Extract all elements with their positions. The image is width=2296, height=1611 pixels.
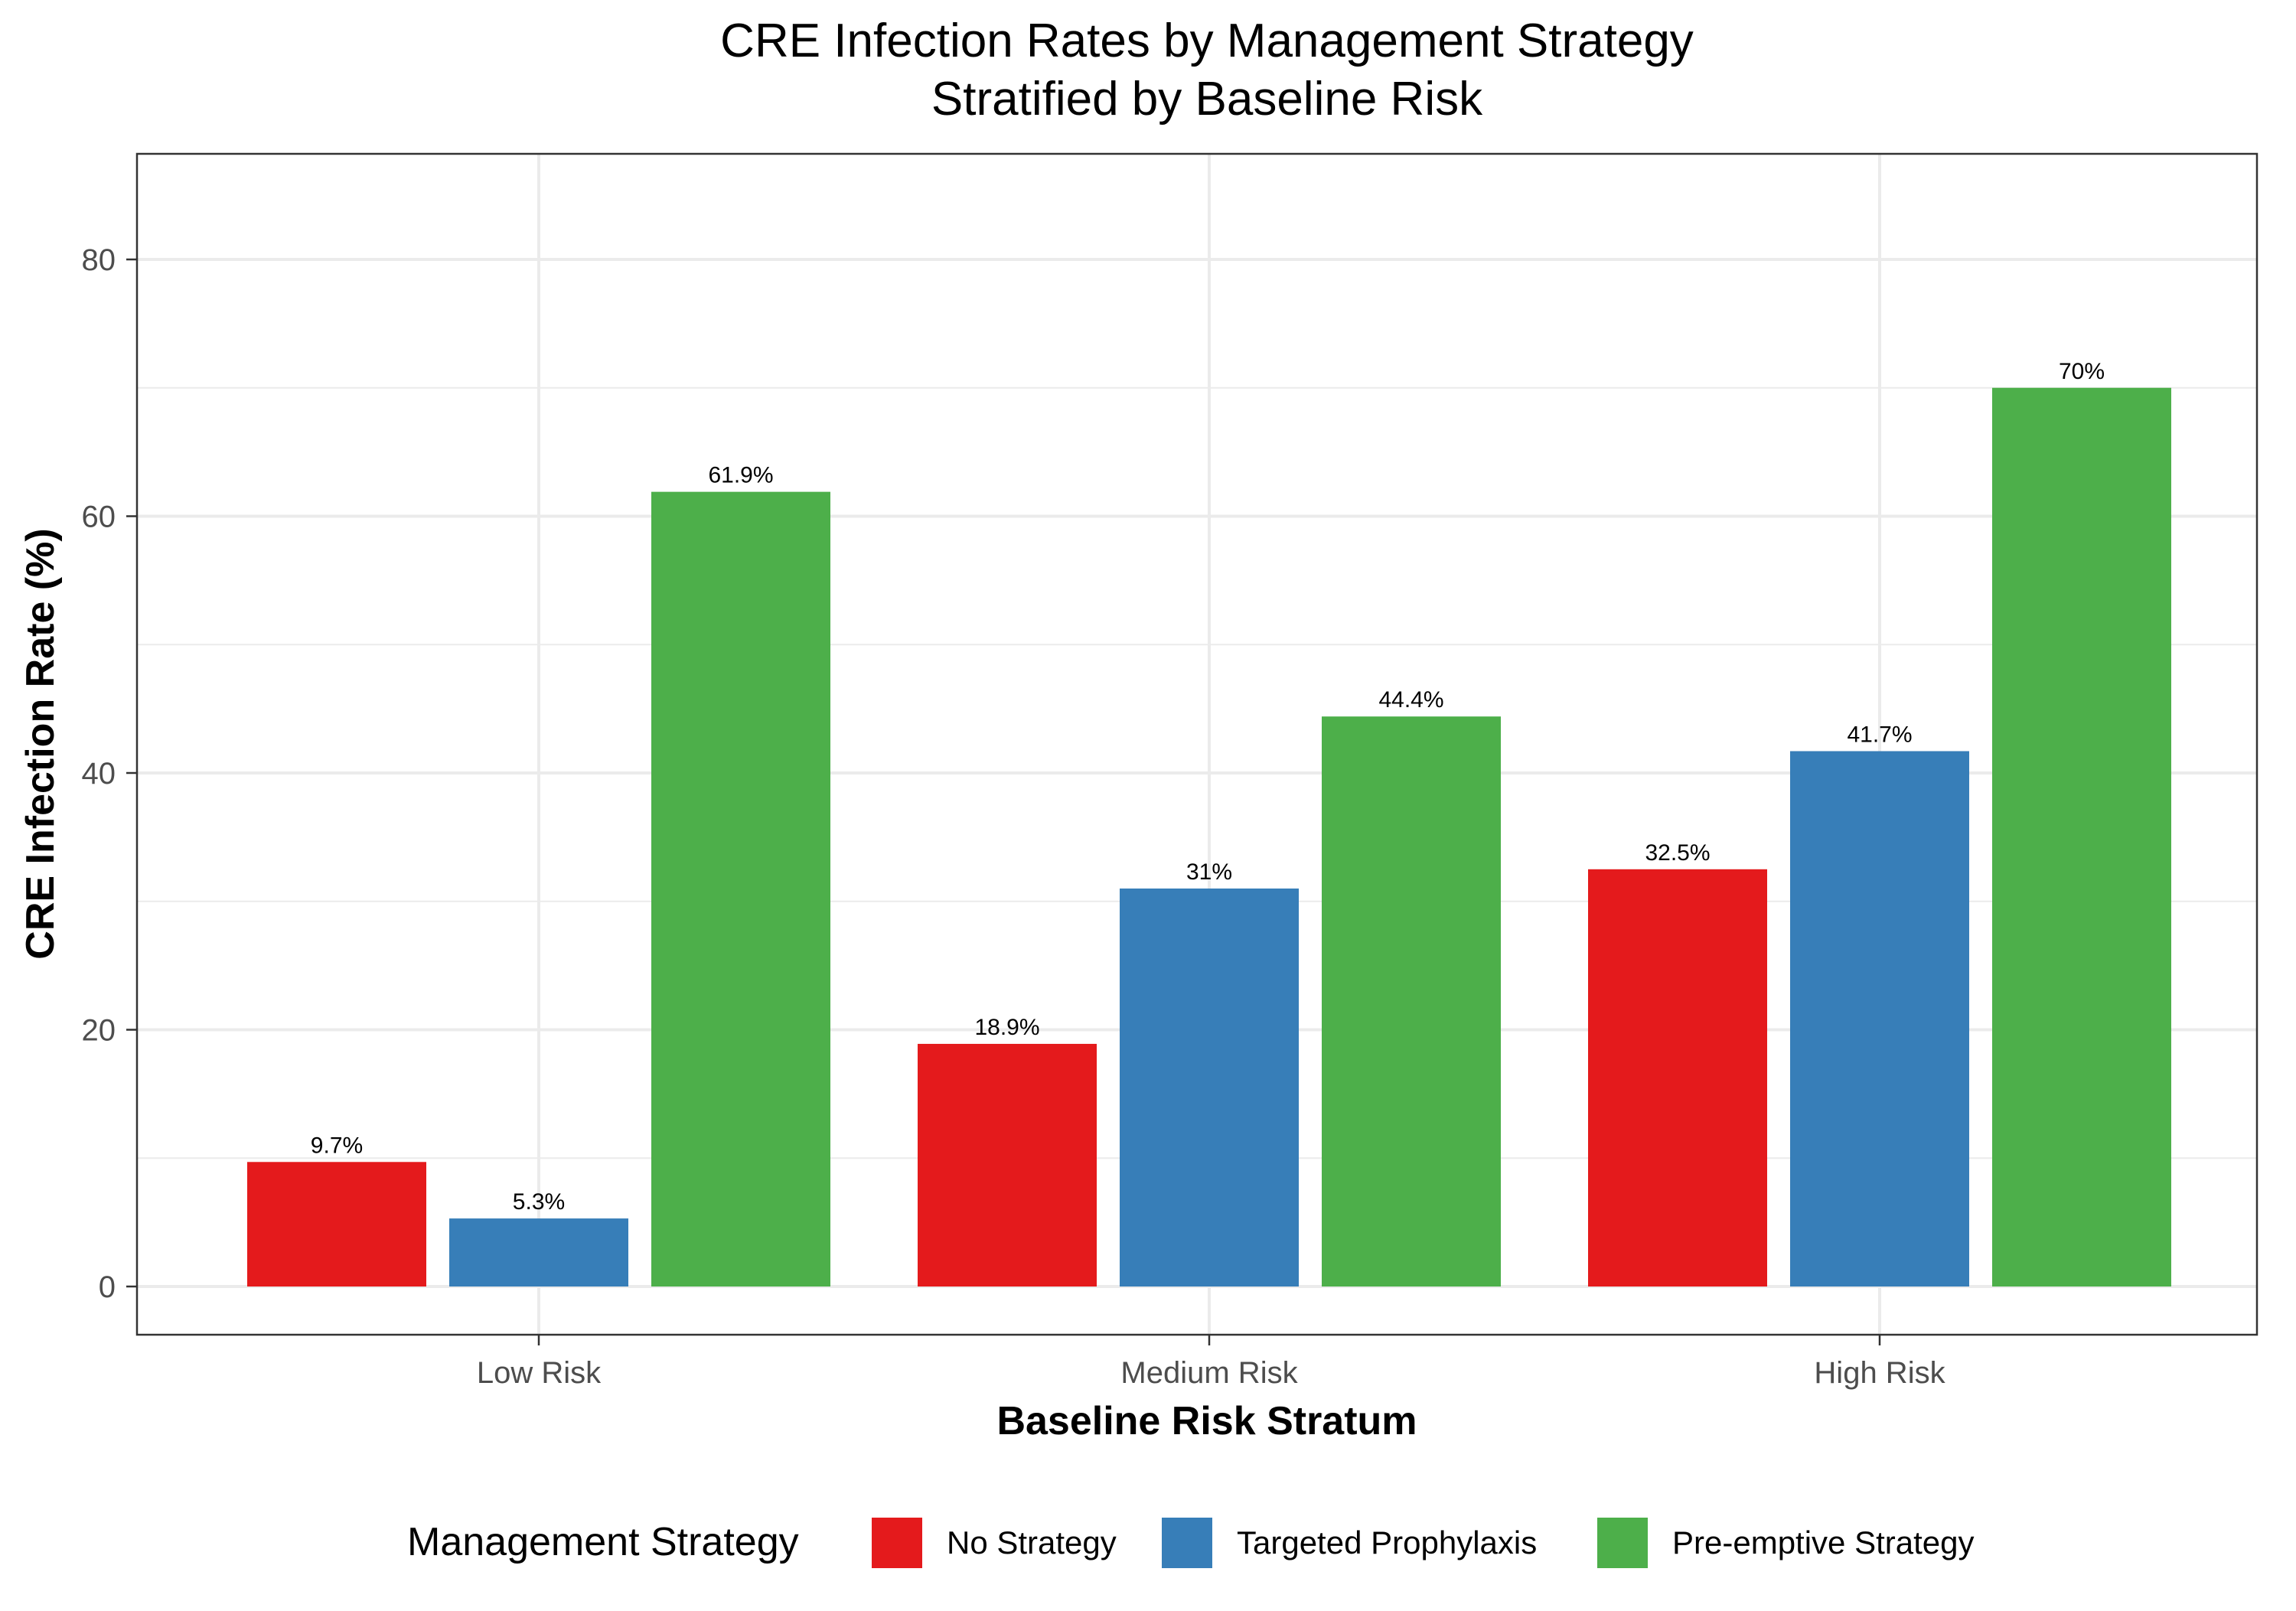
bar [1120, 888, 1299, 1287]
legend-label: Targeted Prophylaxis [1237, 1525, 1537, 1560]
bar-value-label: 61.9% [708, 463, 773, 488]
x-axis-ticks: Low Risk Medium Risk High Risk [477, 1335, 1946, 1390]
chart-title-line1: CRE Infection Rates by Management Strate… [720, 15, 1694, 67]
legend: Management Strategy No Strategy Targeted … [407, 1518, 1975, 1568]
bar-value-label: 32.5% [1645, 840, 1710, 866]
chart-title-line2: Stratified by Baseline Risk [931, 73, 1483, 126]
bar-value-label: 18.9% [974, 1015, 1039, 1040]
bar [247, 1162, 426, 1287]
bar-labels-group: 9.7% 18.9% 32.5% 5.3% 31% 41.7% 61.9% 44.4% 70% [311, 359, 2105, 1215]
legend-key [872, 1518, 922, 1568]
bar [1790, 751, 1969, 1287]
y-axis-ticks: 0 20 40 60 80 [82, 243, 137, 1304]
bar-value-label: 31% [1186, 859, 1232, 885]
bar [1992, 387, 2171, 1287]
legend-key [1597, 1518, 1648, 1568]
y-tick-label: 80 [82, 243, 116, 277]
bar-value-label: 9.7% [311, 1133, 363, 1158]
bar-value-label: 41.7% [1847, 722, 1912, 747]
bar [918, 1043, 1097, 1287]
legend-label: Pre-emptive Strategy [1672, 1525, 1975, 1560]
bar [449, 1218, 628, 1287]
plot-panel-border [135, 152, 2258, 1336]
legend-label: No Strategy [947, 1525, 1117, 1560]
y-tick-label: 0 [99, 1270, 116, 1304]
x-tick-label: High Risk [1814, 1356, 1945, 1390]
x-tick-label: Low Risk [477, 1356, 602, 1390]
bar-value-label: 44.4% [1378, 687, 1443, 713]
bar-value-label: 5.3% [513, 1189, 565, 1215]
y-tick-label: 40 [82, 757, 116, 791]
y-axis-title: CRE Infection Rate (%) [18, 528, 63, 959]
x-tick-label: Medium Risk [1120, 1356, 1298, 1390]
bar-value-label: 70% [2059, 359, 2105, 384]
bar [1322, 716, 1501, 1287]
legend-key [1162, 1518, 1212, 1568]
y-tick-label: 60 [82, 501, 116, 534]
bar [1588, 869, 1767, 1287]
y-tick-label: 20 [82, 1014, 116, 1048]
legend-title: Management Strategy [407, 1520, 799, 1564]
bar [651, 491, 830, 1287]
x-axis-title: Baseline Risk Stratum [996, 1399, 1417, 1443]
bars-group [247, 387, 2171, 1287]
